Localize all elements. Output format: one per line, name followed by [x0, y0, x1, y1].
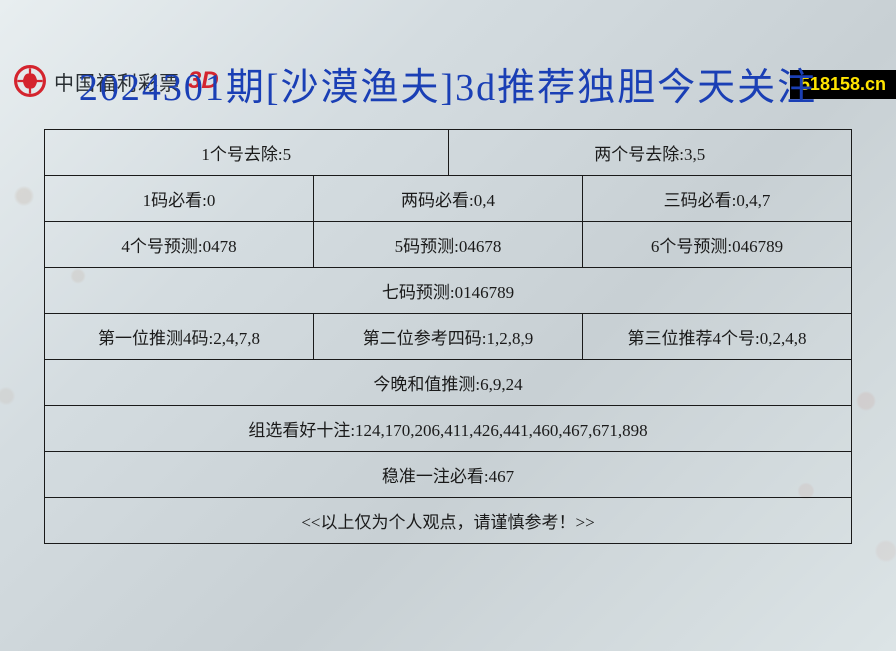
table-cell: 4个号预测:0478	[45, 222, 314, 268]
table-cell: 组选看好十注:124,170,206,411,426,441,460,467,6…	[45, 406, 852, 452]
table-row: 第一位推测4码:2,4,7,8第二位参考四码:1,2,8,9第三位推荐4个号:0…	[45, 314, 852, 360]
table-cell: 稳准一注必看:467	[45, 452, 852, 498]
table-cell: 两个号去除:3,5	[448, 130, 852, 176]
table-cell: 第一位推测4码:2,4,7,8	[45, 314, 314, 360]
table-row: 今晚和值推测:6,9,24	[45, 360, 852, 406]
table-row: 1个号去除:5两个号去除:3,5	[45, 130, 852, 176]
table-row: 组选看好十注:124,170,206,411,426,441,460,467,6…	[45, 406, 852, 452]
table-row: 稳准一注必看:467	[45, 452, 852, 498]
table-cell: 5码预测:04678	[314, 222, 583, 268]
table-cell: 6个号预测:046789	[583, 222, 852, 268]
table-cell: 七码预测:0146789	[45, 268, 852, 314]
table-row: <<以上仅为个人观点，请谨慎参考！>>	[45, 498, 852, 544]
prediction-table: 1个号去除:5两个号去除:3,51码必看:0两码必看:0,4三码必看:0,4,7…	[44, 129, 852, 544]
table-cell: 1个号去除:5	[45, 130, 449, 176]
table-cell: 第三位推荐4个号:0,2,4,8	[583, 314, 852, 360]
table-cell: 两码必看:0,4	[314, 176, 583, 222]
table-row: 七码预测:0146789	[45, 268, 852, 314]
table-cell: 三码必看:0,4,7	[583, 176, 852, 222]
table-cell: 1码必看:0	[45, 176, 314, 222]
page-title: 2024301期[沙漠渔夫]3d推荐独胆今天关注	[0, 56, 896, 111]
table-row: 4个号预测:04785码预测:046786个号预测:046789	[45, 222, 852, 268]
table-row: 1码必看:0两码必看:0,4三码必看:0,4,7	[45, 176, 852, 222]
table-cell: 第二位参考四码:1,2,8,9	[314, 314, 583, 360]
table-cell: 今晚和值推测:6,9,24	[45, 360, 852, 406]
table-cell: <<以上仅为个人观点，请谨慎参考！>>	[45, 498, 852, 544]
